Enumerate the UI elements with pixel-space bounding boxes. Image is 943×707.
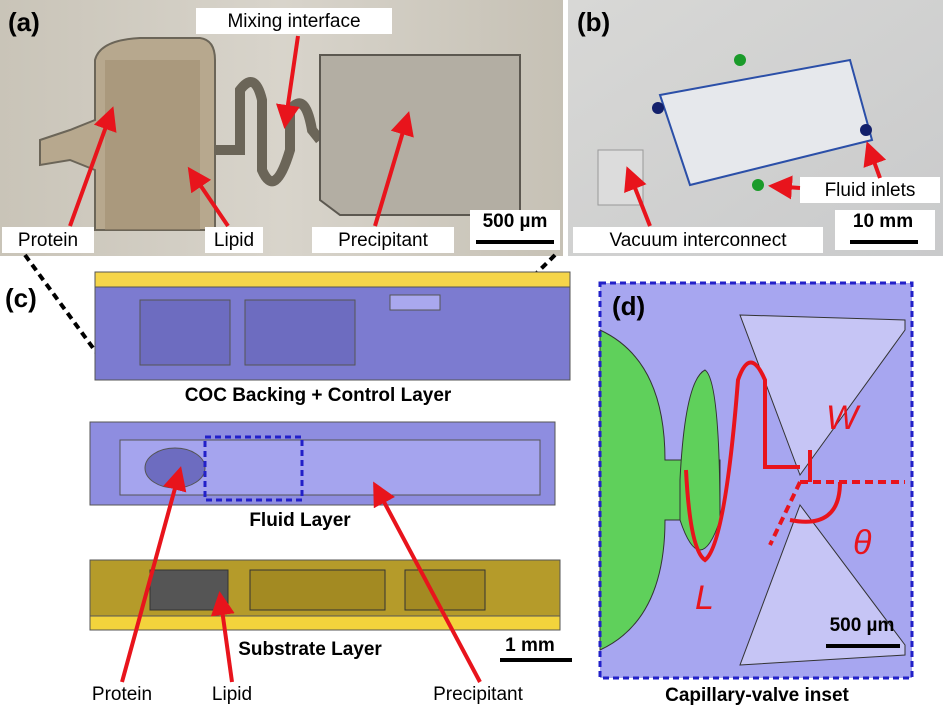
annotation: Precipitant: [433, 684, 523, 705]
scale-bar-label: 500 µm: [483, 211, 548, 232]
chamber: [245, 300, 355, 365]
panel-d: (d) W θ L 500 µm Capillary-valve inset: [600, 283, 912, 706]
coc-backing: [95, 272, 570, 287]
layer-label: COC Backing + Control Layer: [185, 385, 452, 406]
panel-c: (c) COC Backing + Control Layer Fluid La…: [5, 255, 572, 705]
figure: (a) Mixing interface Protein Lipid Preci…: [0, 0, 943, 707]
symbol: θ: [853, 524, 872, 562]
annotation: Fluid inlets: [825, 180, 916, 201]
scale-bar-label: 500 µm: [830, 615, 895, 636]
panel-label: (b): [577, 7, 610, 37]
inlet: [734, 54, 746, 66]
layer-label: Substrate Layer: [238, 639, 382, 660]
caption: Capillary-valve inset: [665, 685, 849, 706]
inlet: [860, 124, 872, 136]
scale-bar-label: 10 mm: [853, 211, 913, 232]
annotation: Precipitant: [338, 230, 428, 251]
panel-label: (c): [5, 283, 37, 313]
lipid-pad: [150, 570, 228, 610]
symbol: L: [695, 579, 714, 617]
chamber: [140, 300, 230, 365]
well: [250, 570, 385, 610]
scale-bar-label: 1 mm: [505, 635, 555, 656]
annotation: Lipid: [214, 230, 254, 251]
lipid-region: [105, 60, 200, 230]
substrate-edge: [90, 616, 560, 630]
annotation: Lipid: [212, 684, 252, 705]
arrow: [772, 186, 800, 188]
panel-b: (b) Fluid inlets Vacuum interconnect 10 …: [568, 0, 943, 256]
layer-label: Fluid Layer: [249, 510, 351, 531]
symbol: W: [826, 399, 861, 437]
panel-label: (d): [612, 291, 645, 321]
inlet: [652, 102, 664, 114]
panel-label: (a): [8, 7, 40, 37]
annotation: Mixing interface: [227, 11, 360, 32]
annotation: Vacuum interconnect: [609, 230, 787, 251]
chamber: [390, 295, 440, 310]
precipitant-chamber: [320, 55, 520, 215]
vacuum-block: [598, 150, 643, 205]
annotation: Protein: [18, 230, 78, 251]
annotation: Protein: [92, 684, 152, 705]
panel-a: (a) Mixing interface Protein Lipid Preci…: [0, 0, 563, 256]
inlet: [752, 179, 764, 191]
well: [405, 570, 485, 610]
